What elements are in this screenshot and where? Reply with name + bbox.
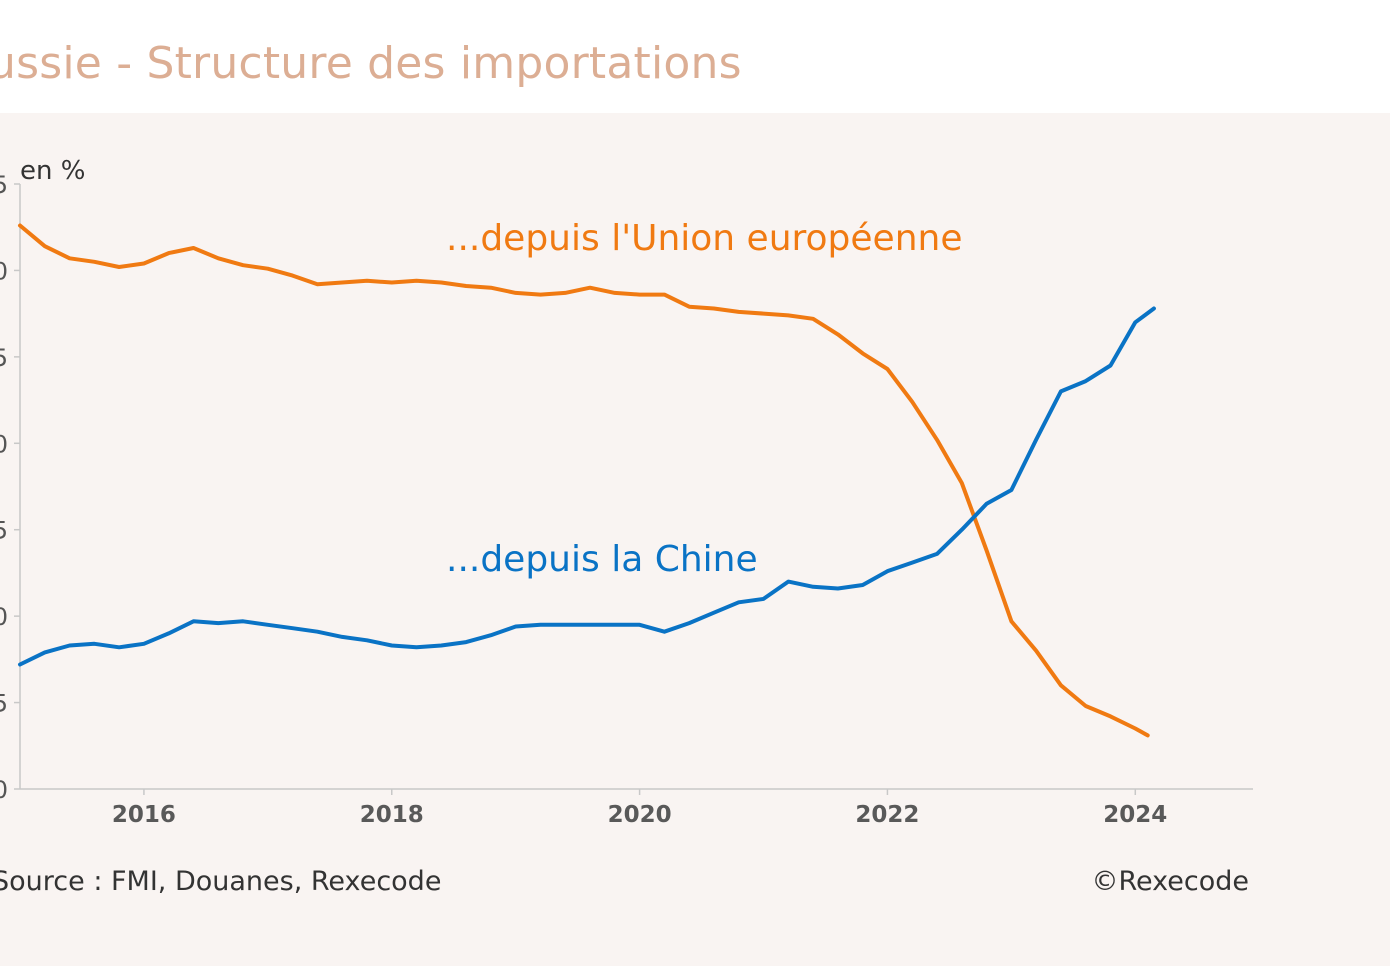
china-series-line [18,306,1156,667]
x-tick-label: 2020 [608,802,672,828]
china-series-label: ...depuis la Chine [446,539,758,580]
x-tick-label: 2022 [855,802,919,828]
copyright-note: ©Rexecode [1091,866,1249,897]
y-axis-label: en % [20,156,85,186]
series-layer [18,223,1156,738]
x-tick-label: 2018 [360,802,424,828]
y-tick-label: 0 [0,257,8,285]
y-tick-label: 0 [0,776,8,804]
chart-panel [0,113,1390,966]
source-note: Source : FMI, Douanes, Rexecode [0,866,442,897]
y-axis: 0 5 0 5 0 5 0 5 en % [0,156,85,804]
y-tick-label: 0 [0,603,8,631]
x-tick-label: 2016 [112,802,176,828]
chart-title: ussie - Structure des importations [0,38,742,89]
y-tick-label: 5 [0,344,8,372]
x-axis: 2016 2018 2020 2022 2024 [20,788,1253,828]
y-tick-label: 5 [0,690,8,718]
eu-series-label: ...depuis l'Union européenne [446,218,962,259]
eu-series-line [18,223,1150,738]
y-tick-label: 5 [0,171,8,199]
series-labels: ...depuis l'Union européenne ...depuis la… [446,218,962,580]
x-tick-label: 2024 [1103,802,1167,828]
y-tick-label: 0 [0,430,8,458]
y-tick-label: 5 [0,517,8,545]
